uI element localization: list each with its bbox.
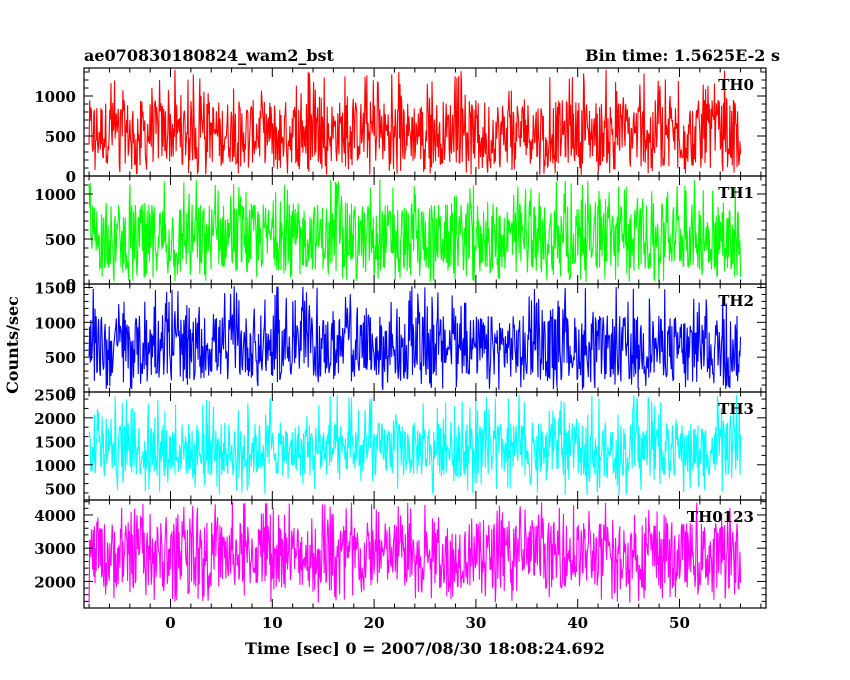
panel-th0: TH0 0 500 1000 [34, 67, 767, 186]
y-tick-label: 2000 [34, 410, 76, 428]
x-tick-label: 30 [465, 614, 486, 632]
y-tick-label: 2500 [34, 386, 76, 404]
x-tick-label: 0 [165, 614, 175, 632]
x-tick-label: 10 [262, 614, 283, 632]
panel-label-th0123: TH0123 [687, 508, 754, 526]
x-tick-label: 50 [669, 614, 690, 632]
y-tick-label: 0 [66, 276, 76, 294]
bin-time-label: Bin time: 1.5625E-2 s [585, 46, 780, 65]
y-tick-label: 4000 [34, 507, 76, 525]
y-tick-label: 1000 [34, 186, 76, 204]
panel-label-th2: TH2 [718, 292, 754, 310]
y-tick-label: 1500 [34, 279, 76, 297]
x-axis-label: Time [sec] 0 = 2007/08/30 18:08:24.692 [245, 639, 605, 658]
panel-label-th1: TH1 [718, 184, 754, 202]
y-tick-label: 1500 [34, 433, 76, 451]
y-tick-label: 500 [45, 231, 76, 249]
y-tick-label: 500 [45, 349, 76, 367]
x-tick-label: 20 [364, 614, 385, 632]
panel-frame-th0123 [83, 499, 767, 609]
y-tick-label: 1000 [34, 88, 76, 106]
x-tick-label: 40 [567, 614, 588, 632]
chart-title: ae070830180824_wam2_bst [84, 46, 335, 65]
y-tick-label: 500 [45, 128, 76, 146]
y-tick-label: 500 [45, 480, 76, 498]
y-tick-label: 0 [66, 384, 76, 402]
panel-th2: TH2 0 500 1000 1500 [34, 279, 767, 402]
y-tick-label: 0 [66, 168, 76, 186]
panel-label-th3: TH3 [718, 400, 754, 418]
panel-label-th0: TH0 [718, 76, 754, 94]
series-line-th3 [88, 394, 742, 496]
series-line-th2 [88, 286, 742, 390]
y-tick-label: 3000 [34, 540, 76, 558]
y-axis-label: Counts/sec [3, 296, 22, 394]
series-line-th0 [88, 69, 742, 175]
y-tick-label: 1000 [34, 457, 76, 475]
y-tick-label: 2000 [34, 573, 76, 591]
y-tick-label: 1000 [34, 314, 76, 332]
series-line-th0123 [88, 501, 742, 603]
series-line-th1 [88, 179, 742, 283]
panel-th3: TH3 500 1000 1500 2000 2500 [34, 386, 767, 501]
panel-th0123: TH0123 2000 3000 4000 [34, 499, 767, 609]
panel-th1: TH1 0 500 1000 [34, 175, 767, 294]
panels-group: TH005001000TH105001000TH2050010001500TH3… [34, 67, 767, 632]
